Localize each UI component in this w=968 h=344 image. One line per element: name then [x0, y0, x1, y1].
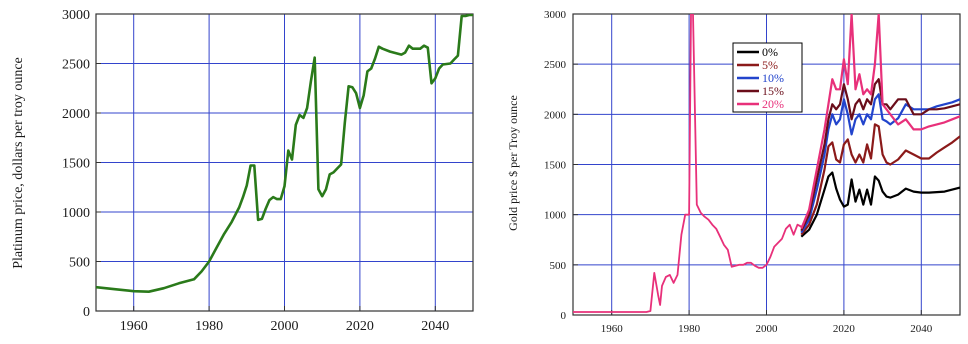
x-tick-label: 2000 — [756, 323, 779, 335]
x-tick-label: 2020 — [346, 319, 374, 334]
series-line-15-percent — [800, 78, 960, 232]
series-line-price — [96, 14, 473, 294]
gold-price-chart: Gold price $ per Troy ounce 1960 1980 2000… — [506, 9, 961, 335]
y-tick-label: 2500 — [62, 58, 90, 73]
x-tick-label: 2020 — [833, 323, 856, 335]
x-tick-label: 1960 — [601, 323, 624, 335]
y-tick-label: 1000 — [62, 206, 90, 221]
y-tick-label: 3000 — [544, 9, 567, 21]
series-line-5-percent — [800, 123, 960, 236]
y-tick-label: 2000 — [544, 109, 567, 121]
legend-label: 20% — [762, 97, 784, 111]
y-tick-label: 500 — [550, 260, 567, 272]
y-tick-label: 1000 — [544, 210, 567, 222]
x-tick-label: 2040 — [910, 323, 933, 335]
x-tick-label: 2040 — [421, 319, 449, 334]
series-line-10-percent — [800, 93, 960, 234]
gold-y-axis-title: Gold price $ per Troy ounce — [506, 95, 520, 231]
x-tick-label: 1960 — [120, 319, 148, 334]
y-tick-label: 2000 — [62, 107, 90, 122]
y-tick-label: 3000 — [62, 8, 90, 23]
y-tick-label: 1500 — [544, 160, 567, 172]
x-tick-label: 1980 — [195, 319, 223, 334]
legend-label: 10% — [762, 71, 784, 85]
y-tick-label: 500 — [69, 256, 90, 271]
legend-label: 0% — [762, 45, 778, 59]
y-tick-label: 2500 — [544, 59, 567, 71]
legend-label: 15% — [762, 84, 784, 98]
x-tick-label: 2000 — [271, 319, 299, 334]
y-tick-label: 1500 — [62, 157, 90, 172]
history-line — [573, 14, 806, 313]
platinum-price-chart: Platinum price, dollars per troy ounce 1… — [11, 8, 474, 334]
series-line-0-percent — [800, 171, 960, 238]
platinum-y-axis-title: Platinum price, dollars per troy ounce — [11, 57, 26, 269]
series-line-20-percent — [800, 14, 960, 230]
x-tick-label: 1980 — [678, 323, 701, 335]
legend-label: 5% — [762, 58, 778, 72]
y-tick-label: 0 — [83, 305, 90, 320]
y-tick-label: 0 — [561, 310, 567, 322]
